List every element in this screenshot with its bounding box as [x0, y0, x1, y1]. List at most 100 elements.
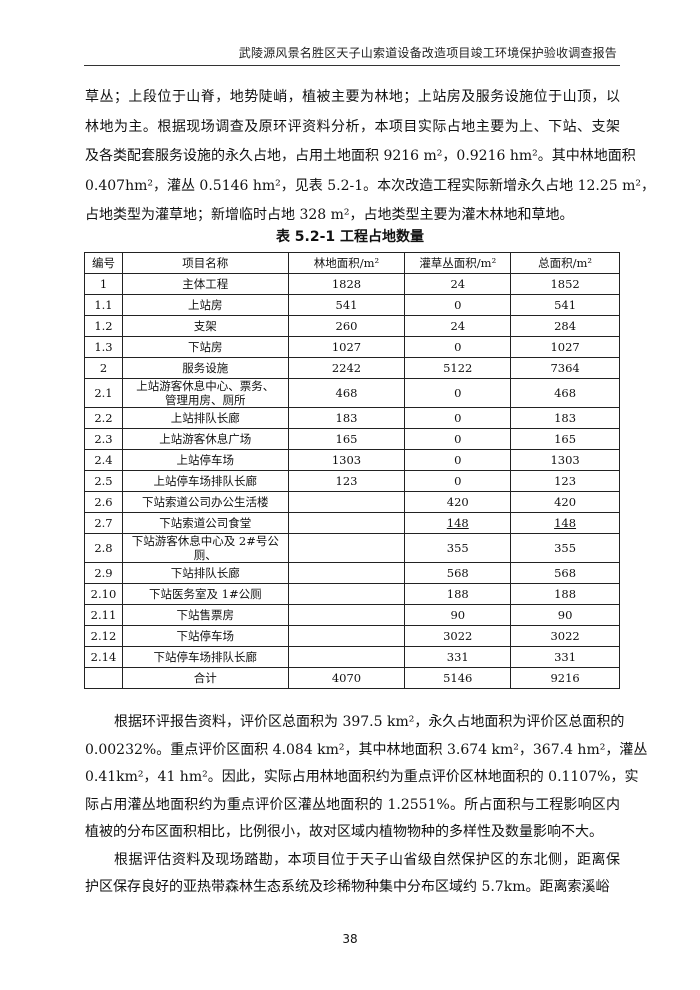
cell-forest-area	[287, 562, 406, 584]
cell-no: 2.7	[84, 512, 123, 534]
cell-no: 2.9	[84, 562, 123, 584]
cell-value: 541	[554, 298, 577, 312]
table-row: 1.3 下站房 1027 0 1027	[84, 336, 620, 358]
cell-name-line: 管理用房、厕所	[165, 393, 246, 407]
cell-value: 0	[454, 474, 462, 488]
cell-name: 下站停车场排队长廊	[121, 646, 289, 668]
cell-value: 5122	[443, 361, 473, 375]
cell-forest-area: 1828	[287, 273, 406, 295]
cell-value: 90	[450, 608, 466, 622]
cell-forest-area	[287, 583, 406, 605]
table-row: 1.2 支架 260 24 284	[84, 315, 620, 337]
table-caption: 表 5.2-1 工程占地数量	[275, 229, 425, 245]
cell-total-area: 541	[510, 294, 620, 316]
cell-total-area: 188	[510, 583, 620, 605]
cell-value: 0	[454, 432, 462, 446]
table-row: 合计 4070 5146 9216	[84, 667, 620, 689]
cell-shrub-area: 90	[404, 604, 512, 626]
cell-value: 165	[554, 432, 577, 446]
cell-total-area: 284	[510, 315, 620, 337]
cell-total-area: 1027	[510, 336, 620, 358]
table-row: 2.2 上站排队长廊 183 0 183	[84, 407, 620, 429]
cell-no: 2.11	[84, 604, 123, 626]
table-row: 2.8 下站游客休息中心及 2#号公 厕、 355 355	[84, 533, 620, 563]
header-rule	[84, 65, 620, 66]
cell-value: 420	[554, 495, 577, 509]
cell-name: 下站排队长廊	[121, 562, 289, 584]
table-row: 2.1 上站游客休息中心、票务、 管理用房、厕所 468 0 468	[84, 378, 620, 408]
cell-no: 2.8	[84, 533, 123, 563]
cell-shrub-area: 188	[404, 583, 512, 605]
column-header: 林地面积/m²	[287, 252, 406, 274]
cell-total-area: 468	[510, 378, 620, 408]
cell-name-line: 合计	[193, 671, 217, 685]
cell-value: 1027	[550, 340, 580, 354]
cell-name-line: 主体工程	[182, 277, 229, 291]
cell-forest-area	[287, 646, 406, 668]
cell-no: 2.4	[84, 449, 123, 471]
cell-value: 9216	[550, 671, 580, 685]
column-header: 灌草丛面积/m²	[404, 252, 512, 274]
cell-name-line: 下站游客休息中心及 2#号公	[131, 534, 279, 548]
cell-forest-area: 468	[287, 378, 406, 408]
cell-name-line: 上站排队长廊	[170, 411, 240, 425]
cell-name: 下站房	[121, 336, 289, 358]
text-line: 草丛；上段位于山脊，地势陡峭，植被主要为林地；上站房及服务设施位于山顶，以	[85, 89, 620, 105]
table-row: 2.4 上站停车场 1303 0 1303	[84, 449, 620, 471]
cell-forest-area: 2242	[287, 357, 406, 379]
cell-shrub-area: 5146	[404, 667, 512, 689]
cell-name: 下站游客休息中心及 2#号公 厕、	[121, 533, 289, 563]
text-line: 0.41km²，41 hm²。因此，实际占用林地面积约为重点评价区林地面积的 0…	[85, 769, 639, 785]
table-row: 2 服务设施 2242 5122 7364	[84, 357, 620, 379]
cell-value: 568	[554, 566, 577, 580]
cell-value: 355	[446, 541, 469, 555]
cell-shrub-area: 0	[404, 378, 512, 408]
table-row: 2.5 上站停车场排队长廊 123 0 123	[84, 470, 620, 492]
cell-value: 24	[450, 277, 466, 291]
table-row: 1.1 上站房 541 0 541	[84, 294, 620, 316]
cell-no: 2.6	[84, 491, 123, 513]
cell-no: 2	[84, 357, 123, 379]
land-use-table: 编号 项目名称 林地面积/m² 灌草丛面积/m² 总面积/m² 1 主体工程 1828 24 1…	[84, 252, 620, 689]
cell-value: 183	[554, 411, 577, 425]
table-row: 2.9 下站排队长廊 568 568	[84, 562, 620, 584]
cell-name-line: 下站医务室及 1#公厕	[148, 587, 262, 601]
text-line: 护区保存良好的亚热带森林生态系统及珍稀物种集中分布区域约 5.7km。距离索溪峪	[85, 879, 610, 895]
cell-forest-area: 1027	[287, 336, 406, 358]
table-row: 2.14 下站停车场排队长廊 331 331	[84, 646, 620, 668]
table-row: 2.10 下站医务室及 1#公厕 188 188	[84, 583, 620, 605]
cell-value: 331	[554, 650, 577, 664]
cell-shrub-area: 0	[404, 336, 512, 358]
cell-shrub-area: 0	[404, 294, 512, 316]
column-header: 项目名称	[121, 252, 289, 274]
cell-shrub-area: 420	[404, 491, 512, 513]
text-line: 0.00232%。重点评价区面积 4.084 km²，其中林地面积 3.674 …	[85, 741, 648, 758]
cell-name: 上站游客休息广场	[121, 428, 289, 450]
text-line: 根据环评报告资料，评价区总面积为 397.5 km²，永久占地面积为评价区总面积…	[114, 714, 625, 730]
text-line: 植被的分布区面积相比，比例很小，故对区域内植物物种的多样性及数量影响不大。	[85, 824, 603, 840]
cell-no: 1.3	[84, 336, 123, 358]
table-row: 2.6 下站索道公司办公生活楼 420 420	[84, 491, 620, 513]
cell-total-area: 9216	[510, 667, 620, 689]
cell-name-line: 上站游客休息广场	[159, 432, 252, 446]
cell-total-area: 148	[510, 512, 620, 534]
cell-forest-area	[287, 512, 406, 534]
cell-name: 上站停车场排队长廊	[121, 470, 289, 492]
cell-value: 90	[557, 608, 573, 622]
cell-name: 下站售票房	[121, 604, 289, 626]
cell-name-line: 下站停车场	[176, 629, 235, 643]
cell-total-area: 165	[510, 428, 620, 450]
cell-value: 3022	[550, 629, 580, 643]
cell-value: 420	[446, 495, 469, 509]
cell-value: 148	[446, 516, 469, 530]
text-line: 根据评估资料及现场踏勘，本项目位于天子山省级自然保护区的东北侧，距离保	[114, 851, 620, 868]
cell-value: 188	[554, 587, 577, 601]
cell-value: 0	[454, 411, 462, 425]
cell-name-line: 上站停车场	[176, 453, 235, 467]
cell-total-area: 331	[510, 646, 620, 668]
cell-name-line: 下站索道公司食堂	[159, 516, 252, 530]
cell-name: 合计	[121, 667, 289, 689]
cell-value: 0	[454, 386, 462, 400]
cell-name: 下站索道公司办公生活楼	[121, 491, 289, 513]
cell-forest-area	[287, 625, 406, 647]
